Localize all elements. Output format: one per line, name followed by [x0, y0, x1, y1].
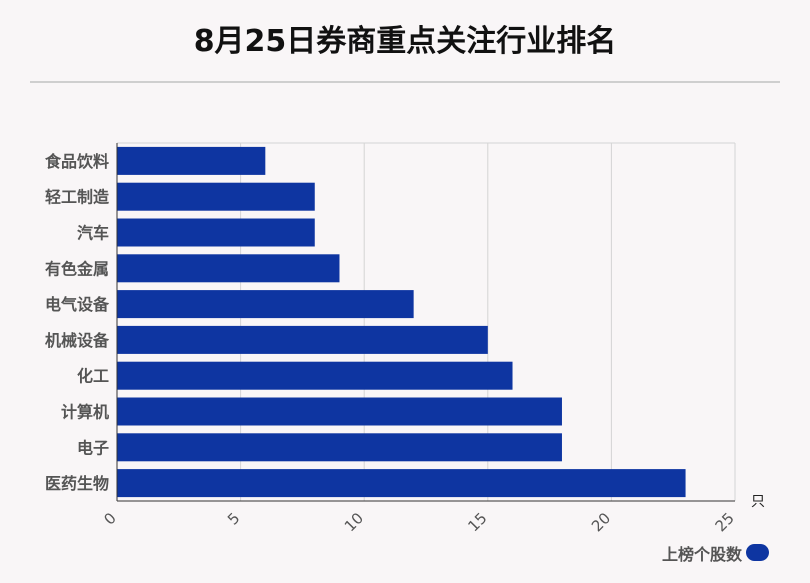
bar	[117, 361, 513, 390]
bar	[117, 146, 266, 175]
bar	[117, 218, 315, 247]
x-unit-label: 只	[751, 494, 765, 510]
bar	[117, 325, 488, 354]
x-tick-label: 5	[224, 509, 243, 528]
x-tick-label: 20	[588, 509, 614, 535]
axes	[116, 143, 735, 502]
bar	[117, 254, 340, 283]
category-label: 计算机	[61, 403, 109, 422]
bar	[117, 182, 315, 211]
bar	[117, 469, 686, 498]
category-label: 化工	[77, 367, 109, 386]
title-divider	[30, 81, 780, 83]
category-label: 机械设备	[45, 331, 110, 350]
legend-label: 上榜个股数	[661, 545, 742, 564]
chart-title: 8月25日券商重点关注行业排名	[193, 24, 617, 59]
bar	[117, 397, 562, 426]
category-label: 电气设备	[45, 295, 110, 314]
x-tick-label: 10	[341, 509, 367, 535]
x-tick-label: 0	[100, 509, 119, 528]
bar	[117, 433, 562, 462]
bars	[117, 146, 686, 498]
category-label: 电子	[77, 438, 109, 457]
bar	[117, 290, 414, 319]
x-tick-label: 15	[464, 509, 490, 535]
legend-swatch	[746, 544, 769, 561]
category-label: 食品饮料	[44, 152, 109, 171]
category-label: 汽车	[77, 224, 109, 243]
category-label: 轻工制造	[45, 188, 110, 207]
category-label: 有色金属	[45, 259, 109, 278]
category-label: 医药生物	[45, 474, 109, 493]
x-tick-label: 25	[712, 509, 738, 535]
